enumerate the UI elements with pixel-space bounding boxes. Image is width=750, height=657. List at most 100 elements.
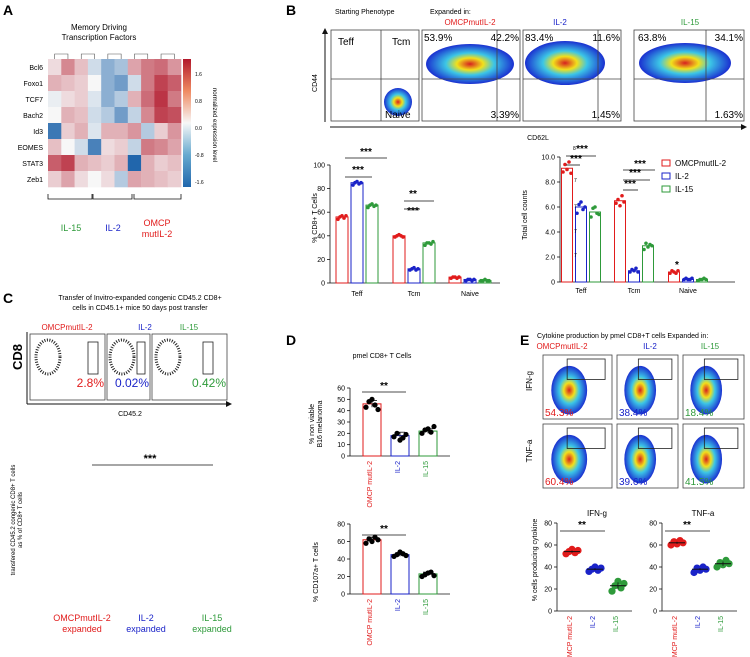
c-flow-pct: 0.02% [115,376,149,390]
data-point [614,577,622,585]
c-ylabel-1: transfered CD45.2 congenic CD8+ T cells [11,465,17,576]
c-flow-label-omcp: OMCPmutIL-2 [41,323,93,332]
flow-pct-tcm: 11.6% [592,33,620,44]
heatmap-row-label: Bach2 [23,113,43,120]
e-flow-pct: 54.3% [545,408,573,419]
heatmap-cell [74,75,89,92]
data-point [618,203,622,208]
c-xcat: IL-2 [138,613,154,623]
colorbar-tick: 1.6 [195,72,202,78]
colorbar-tick: 0.8 [195,99,202,105]
heatmap-cell [48,123,62,140]
flow-population [551,434,588,484]
x-tick-label: IL-15 [613,616,620,632]
flow-pct-naive: 3.39% [491,110,519,121]
bar [422,242,436,284]
heatmap-cell [61,107,75,124]
flow-population [690,434,723,484]
y-tick-label: 40 [649,565,657,572]
b2-significance [566,155,655,191]
heatmap-cell [167,75,182,92]
e-flow-grid: 54.3% 38.4% 18.4% 60.4% 39.6% 41.5% [542,354,745,489]
x-tick-label: Tcm [628,288,641,295]
c-xcat: expanded [62,624,102,634]
y-tick-label: 30 [337,420,345,427]
flow-col-label-il2: IL-2 [553,18,567,27]
d1-ylabel-1: % non viable [309,404,316,444]
heatmap-cell [101,59,115,76]
e-col-label-omcp: OMCPmutIL-2 [536,342,588,351]
x-tick-label: IL-15 [423,599,430,615]
data-point [403,552,409,559]
data-point [565,167,569,172]
data-point [674,271,678,276]
y-tick-label: 0 [341,592,345,599]
data-point [563,162,567,167]
y-tick-label: 50 [337,397,345,404]
b-legend: OMCPmutIL-2 IL-2 IL-15 [661,159,727,194]
flow-population [624,365,657,415]
y-tick-label: 80 [337,522,345,529]
flow-population [551,365,588,415]
bar [390,554,410,595]
dendrogram-branch [80,53,95,59]
heatmap-cell [61,155,75,172]
data-point [577,202,581,207]
bar-chart-cell-counts: 0 2.0 4.0 6.0 8.0 10.0 Teff Tcm Naive [541,155,735,295]
heatmap-cell [127,155,142,172]
y-tick-label: 60 [649,543,657,550]
data-point [472,277,476,282]
flow-population [690,365,723,415]
expanded-in-label: Expanded in: [430,9,471,16]
colorbar-tick: -1.6 [195,180,204,186]
e2-sig-label: ** [683,520,691,531]
c-x-arrowhead [226,401,232,407]
heatmap-cell [48,155,62,172]
flow-plot-starting: Teff Tcm Naive [330,29,420,122]
e-flow-pct: 39.6% [619,477,647,488]
c-flow-label-il2: IL-2 [138,323,152,332]
y-tick-label: 0 [321,281,325,288]
heatmap-cell [74,123,89,140]
heatmap-cell [101,107,115,124]
x-tick-label: Teff [351,291,362,298]
heatmap-row-label: TCF7 [26,97,44,104]
dendrogram-branch [107,53,122,59]
data-point [374,203,378,207]
heatmap-cell [154,107,168,124]
data-point [579,200,583,204]
data-point [574,546,582,555]
heatmap-cell [127,91,142,108]
panel-d-title: pmel CD8+ T Cells [353,353,412,360]
data-point [704,277,708,282]
bar [392,235,406,284]
heatmap-cell [87,139,102,156]
data-point [597,564,605,572]
panel-d-letter: D [286,332,296,348]
e-col-label-il15: IL-15 [701,342,720,351]
panel-c-letter: C [3,290,13,306]
flow-population [639,43,731,83]
e-flow-pct: 41.5% [685,477,713,488]
sig-label: *** [634,159,646,170]
data-point [363,404,369,410]
data-point [676,268,680,273]
data-point [369,538,375,545]
heatmap-cell [141,139,155,156]
bar [614,200,626,283]
data-point [375,406,381,413]
heatmap-cell [167,155,182,172]
y-tick-label: 80 [649,521,657,528]
heatmap-cell [87,171,102,188]
heatmap-cell [167,171,182,188]
scatter-ifn: 0 20 40 60 80 OMCP mutIL-2 IL-2 IL-15 [544,521,632,657]
x-tick-label: Tcm [408,291,421,298]
flow-gate [703,427,739,449]
e-row-label-tnf: TNF-a [525,439,534,462]
y-tick-label: 60 [317,210,325,217]
b2-exp: 7 [574,253,577,259]
flow-plot-il15: 63.8% 34.1% 1.63% [633,29,745,122]
heatmap-cell [61,139,75,156]
heatmap-cell [114,123,129,140]
heatmap-cell [87,91,102,108]
